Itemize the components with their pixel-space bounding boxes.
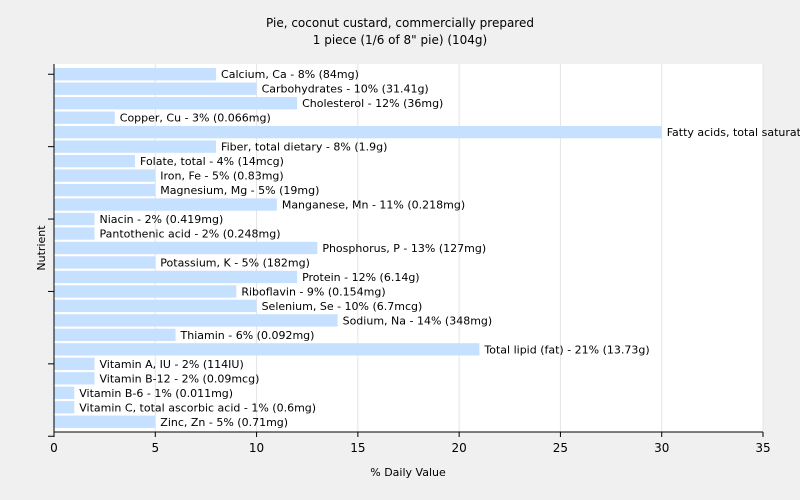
bar — [54, 169, 156, 182]
bars — [54, 68, 662, 428]
x-tick-label: 20 — [452, 441, 467, 455]
x-axis-label: % Daily Value — [370, 466, 446, 479]
bar-label: Sodium, Na - 14% (348mg) — [343, 314, 493, 327]
bar — [54, 227, 95, 240]
bar — [54, 372, 95, 385]
bar-label: Calcium, Ca - 8% (84mg) — [221, 68, 359, 81]
x-tick-label: 35 — [755, 441, 770, 455]
bar-label: Fiber, total dietary - 8% (1.9g) — [221, 141, 387, 154]
bar-label: Potassium, K - 5% (182mg) — [160, 256, 310, 269]
bar — [54, 198, 277, 211]
bar — [54, 82, 257, 95]
bar-label: Fatty acids, total saturated - 30% (6.08… — [667, 126, 800, 139]
bar-label: Total lipid (fat) - 21% (13.73g) — [483, 343, 649, 356]
bar-label: Iron, Fe - 5% (0.83mg) — [160, 170, 283, 183]
bar-label: Pantothenic acid - 2% (0.248mg) — [100, 228, 281, 241]
bar — [54, 256, 156, 269]
x-tick-label: 10 — [249, 441, 264, 455]
bar-label: Manganese, Mn - 11% (0.218mg) — [282, 199, 465, 212]
bar-label: Zinc, Zn - 5% (0.71mg) — [160, 416, 288, 429]
x-tick-label: 15 — [350, 441, 365, 455]
bar — [54, 343, 480, 356]
bar — [54, 111, 115, 124]
x-tick-label: 30 — [654, 441, 669, 455]
bar-label: Thiamin - 6% (0.092mg) — [180, 329, 315, 342]
bar — [54, 299, 257, 313]
bar — [54, 241, 318, 255]
x-tick-label: 5 — [151, 441, 159, 455]
x-tick-label: 25 — [553, 441, 568, 455]
bar — [54, 270, 298, 284]
y-ticks — [48, 73, 54, 437]
bar — [54, 126, 662, 139]
bar-label: Riboflavin - 9% (0.154mg) — [241, 285, 385, 298]
bar — [54, 401, 75, 414]
axes — [53, 64, 763, 433]
bar-label: Selenium, Se - 10% (6.7mcg) — [262, 300, 423, 313]
bar-label: Copper, Cu - 3% (0.066mg) — [120, 112, 271, 125]
bar — [54, 386, 75, 399]
bar — [54, 328, 176, 342]
x-tick-label: 0 — [50, 441, 58, 455]
bar — [54, 68, 217, 81]
chart-title: Pie, coconut custard, commercially prepa… — [266, 16, 534, 30]
bar-label: Vitamin B-12 - 2% (0.09mcg) — [100, 372, 260, 385]
bar-label: Vitamin C, total ascorbic acid - 1% (0.6… — [79, 401, 316, 414]
y-axis-label: Nutrient — [35, 225, 48, 271]
bar — [54, 212, 95, 226]
bar — [54, 140, 217, 153]
bar-label: Phosphorus, P - 13% (127mg) — [322, 242, 486, 255]
bar-label: Vitamin A, IU - 2% (114IU) — [100, 358, 244, 371]
bar — [54, 415, 156, 428]
bar-label: Cholesterol - 12% (36mg) — [302, 97, 443, 110]
bar-label: Niacin - 2% (0.419mg) — [100, 213, 224, 226]
bar — [54, 357, 95, 370]
x-ticks: 0 5 10 15 20 25 30 35 — [50, 432, 771, 455]
bar-label: Vitamin B-6 - 1% (0.011mg) — [79, 387, 233, 400]
bar — [54, 314, 338, 327]
bar-label: Protein - 12% (6.14g) — [302, 271, 420, 284]
bar-labels: Calcium, Ca - 8% (84mg) Carbohydrates - 1… — [79, 68, 800, 429]
bar-label: Carbohydrates - 10% (31.41g) — [262, 83, 429, 96]
bar — [54, 154, 136, 168]
bar-label: Folate, total - 4% (14mcg) — [140, 155, 284, 168]
chart-subtitle: 1 piece (1/6 of 8" pie) (104g) — [313, 33, 487, 47]
bar — [54, 183, 156, 197]
bar — [54, 285, 237, 298]
bar — [54, 97, 298, 110]
bar-label: Magnesium, Mg - 5% (19mg) — [160, 184, 319, 197]
